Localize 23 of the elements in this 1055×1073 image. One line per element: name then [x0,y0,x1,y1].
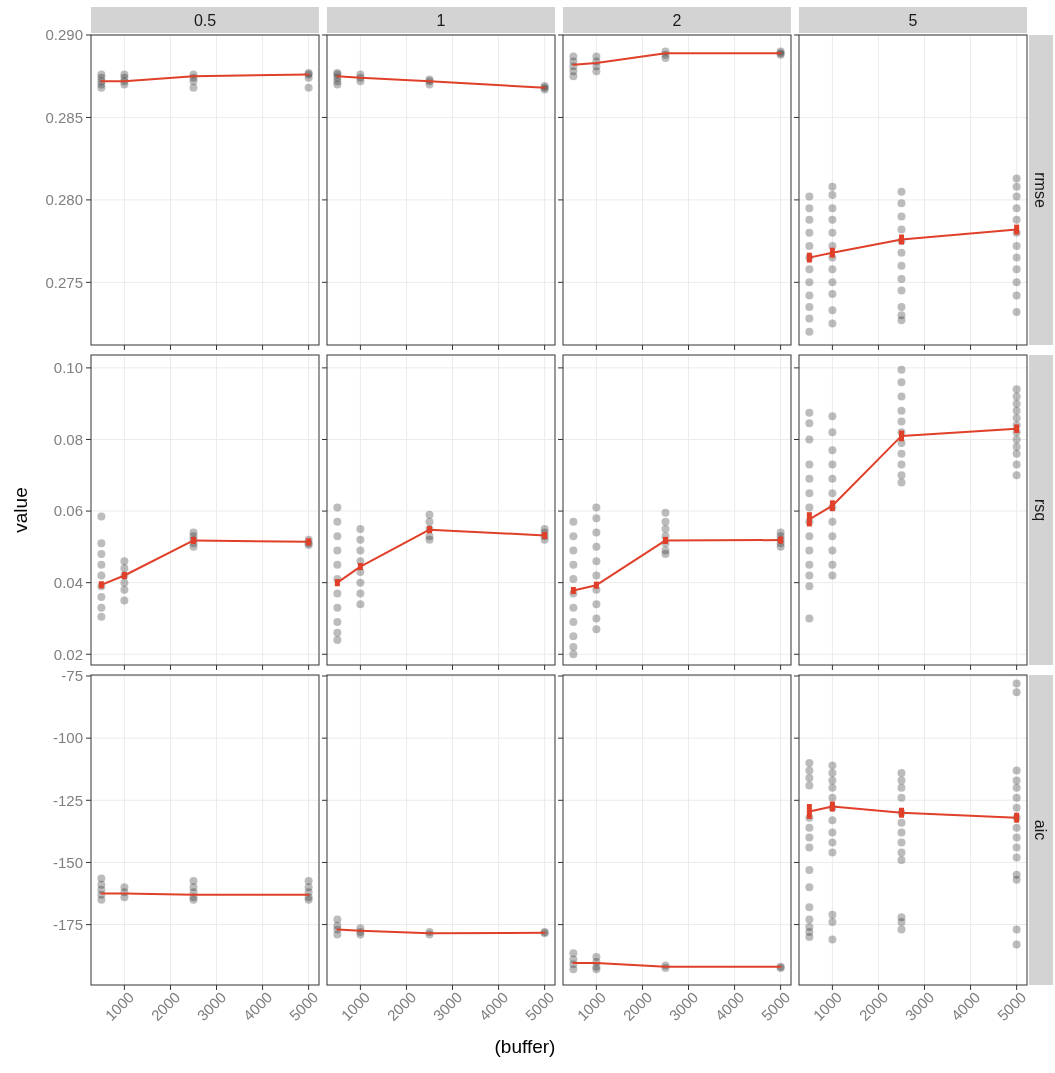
y2-axis-title: rsq [1032,498,1050,522]
y-tick-label: -75 [61,667,83,685]
y-tick-label: -175 [52,915,83,933]
y-tick-label: -125 [52,791,83,809]
y-tick-label: -100 [52,729,83,747]
y-tick-label: 0.10 [53,359,83,377]
y-tick-label: 0.08 [53,430,83,448]
y-tick-label: 0.04 [53,573,83,591]
y-tick-label: -150 [52,853,83,871]
y-tick-label: 0.02 [53,645,83,663]
y-tick-label: 0.285 [45,108,83,126]
chart-title: 2 [672,11,682,29]
y-tick-label: 0.06 [53,502,83,520]
y2-axis-title: rmse [1032,172,1050,208]
y-tick-label: 0.290 [45,26,83,44]
chart-title: 1 [436,11,446,29]
chart-title: 5 [908,11,918,29]
x-axis-title: (buffer) [494,1036,556,1057]
chart-title: 0.5 [193,11,217,29]
y-axis-title: value [9,487,31,533]
y-tick-label: 0.275 [45,273,83,291]
y2-axis-title: aic [1032,819,1050,841]
y-tick-label: 0.280 [45,191,83,209]
